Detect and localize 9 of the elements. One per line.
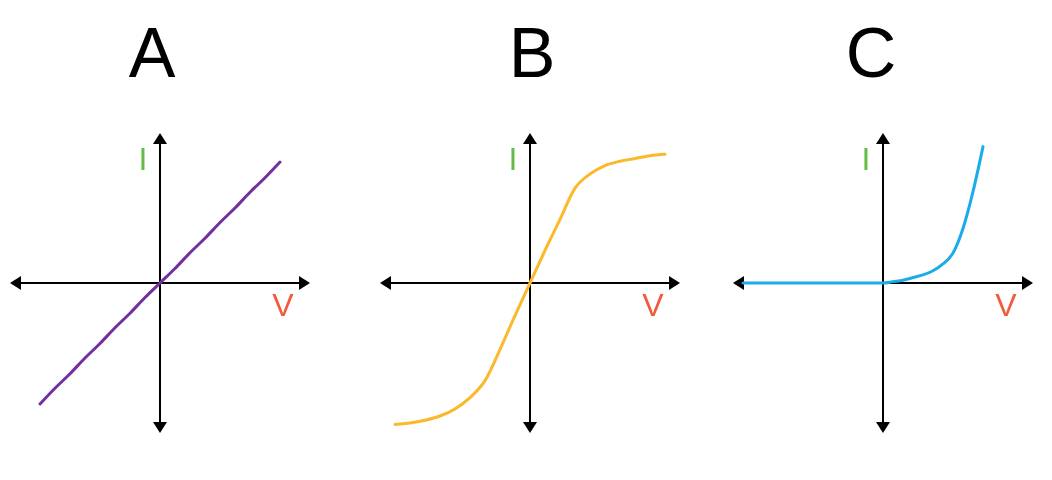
chart-title: B	[508, 14, 556, 92]
x-axis-title: V	[272, 287, 295, 323]
chart-title: A	[128, 14, 176, 92]
y-axis-title: I	[138, 141, 148, 177]
y-axis-title: I	[508, 141, 518, 177]
chart-title: C	[845, 14, 897, 92]
x-axis-title: V	[995, 287, 1018, 323]
y-axis-title: I	[861, 141, 871, 177]
x-axis-title: V	[642, 287, 665, 323]
